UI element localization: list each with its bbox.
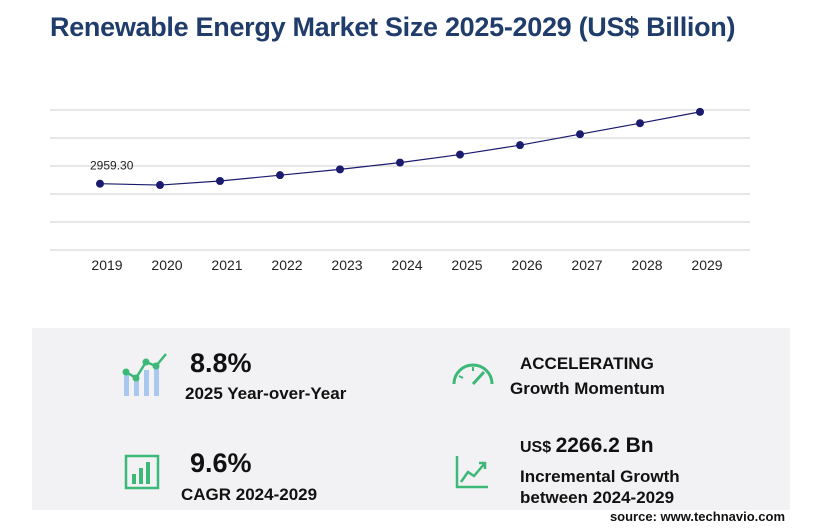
x-tick-label: 2029 [691, 257, 722, 273]
stat-value: 8.8% [190, 348, 252, 378]
x-tick-label: 2028 [631, 257, 662, 273]
marker [456, 150, 464, 159]
stat-prefix: US$ [520, 439, 552, 456]
x-tick-label: 2024 [391, 257, 422, 273]
cagr-icon [124, 454, 160, 490]
stat-label: Incremental Growth between 2024-2029 [520, 467, 680, 507]
line [99, 111, 701, 186]
x-tick-label: 2022 [271, 257, 302, 273]
marker [276, 171, 284, 180]
x-tick-label: 2020 [151, 257, 182, 273]
marker [576, 130, 584, 139]
marker [156, 181, 164, 190]
stat-value-text: 2266.2 Bn [555, 434, 654, 457]
yoy-icon [122, 353, 167, 396]
marker [696, 107, 704, 116]
stat-value: US$ 2266.2 Bn [520, 434, 654, 458]
chart-title: Renewable Energy Market Size 2025-2029 (… [50, 12, 736, 42]
x-tick-label: 2021 [211, 257, 242, 273]
source: source: www.technavio.com [609, 509, 785, 524]
x-tick-label: 2025 [451, 257, 482, 273]
gauge-icon [452, 363, 494, 386]
marker [336, 165, 344, 174]
marker [636, 119, 644, 128]
chart: 2019 2020 2021 2022 2023 2024 2025 2026 2027 2028… [50, 107, 750, 273]
marker [96, 179, 104, 188]
marker [396, 158, 404, 167]
stat-value: ACCELERATING [520, 354, 654, 373]
stats-panel: 8.8% 2025 Year-over-Year ACCELERATING Gr… [32, 328, 790, 510]
stat-label: 2025 Year-over-Year [185, 384, 347, 403]
data-label: 2959.30 [90, 159, 134, 173]
x-tick-label: 2026 [511, 257, 542, 273]
stat-label: CAGR 2024-2029 [181, 485, 318, 504]
x-tick-label: 2027 [571, 257, 602, 273]
x-tick-label: 2023 [331, 257, 362, 273]
growth-icon [455, 456, 488, 489]
stat-value: 9.6% [190, 448, 252, 478]
marker [516, 141, 524, 150]
stat-label: Growth Momentum [510, 379, 665, 398]
x-tick-label: 2019 [91, 257, 122, 273]
marker [216, 177, 224, 186]
